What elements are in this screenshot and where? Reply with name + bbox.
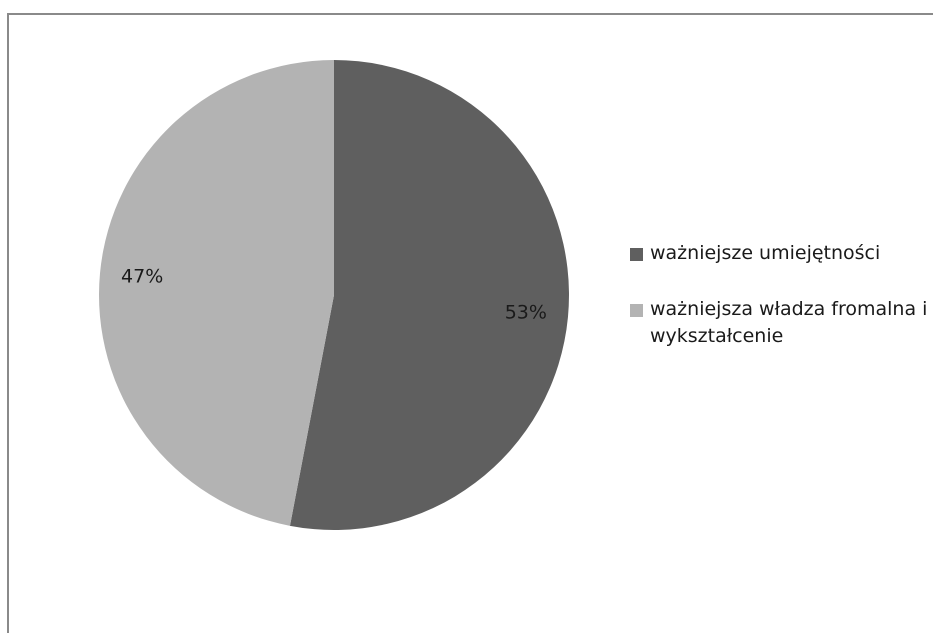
legend-swatch-1 (630, 248, 643, 261)
data-label-2: 47% (121, 265, 163, 287)
data-label-1: 53% (505, 302, 547, 324)
legend-swatch-2 (630, 304, 643, 317)
pie-chart: 53% 47% (98, 60, 569, 530)
pie-slice-1 (289, 60, 569, 530)
legend-item-1: ważniejsze umiejętności (630, 240, 930, 267)
legend-item-2: ważniejsza władza fromalna i wykształcen… (630, 296, 930, 350)
legend-label-1: ważniejsze umiejętności (650, 242, 881, 264)
pie-slice-2 (98, 60, 334, 526)
legend-label-2: ważniejsza władza fromalna i wykształcen… (650, 298, 928, 347)
legend: ważniejsze umiejętności ważniejsza władz… (630, 240, 930, 350)
